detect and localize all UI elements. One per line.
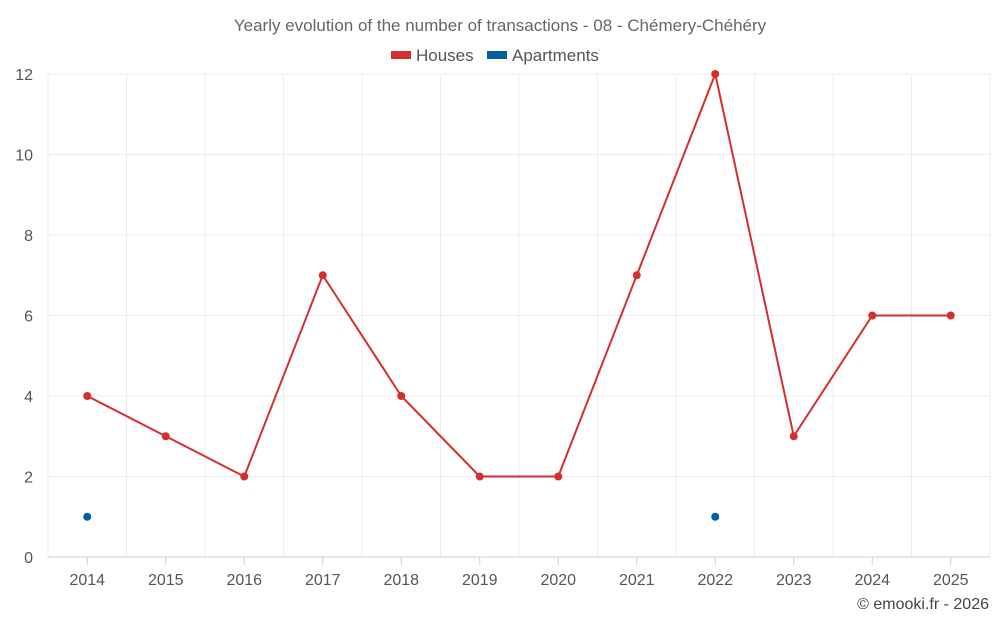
x-tick-label: 2023	[776, 572, 812, 589]
point-apartments-2014[interactable]	[83, 512, 92, 521]
point-houses-2015[interactable]	[161, 432, 170, 441]
point-houses-2020[interactable]	[554, 472, 563, 481]
y-tick-label: 2	[24, 470, 33, 487]
point-houses-2025[interactable]	[946, 311, 955, 320]
point-houses-2017[interactable]	[318, 271, 327, 280]
y-tick-label: 8	[24, 228, 33, 245]
x-axis-ticks: 2014 2015 2016 2017 2018 2019 2020 2021 2022 2023…	[69, 557, 969, 589]
legend-label-houses[interactable]: Houses	[416, 46, 474, 65]
point-houses-2014[interactable]	[83, 392, 92, 400]
credit-text: © emooki.fr - 2026	[857, 596, 989, 613]
point-houses-2018[interactable]	[397, 392, 406, 400]
x-tick-label: 2025	[933, 572, 969, 589]
x-tick-label: 2024	[854, 572, 890, 589]
series	[83, 70, 955, 521]
x-tick-label: 2019	[462, 572, 498, 589]
legend[interactable]: Houses Apartments	[391, 46, 599, 65]
y-tick-label: 12	[15, 67, 33, 84]
chart-title: Yearly evolution of the number of transa…	[234, 16, 767, 35]
y-tick-label: 4	[24, 389, 33, 406]
point-apartments-2022[interactable]	[711, 512, 720, 521]
legend-label-apartments[interactable]: Apartments	[512, 46, 599, 65]
x-tick-label: 2022	[697, 572, 733, 589]
x-tick-label: 2014	[69, 572, 105, 589]
x-tick-label: 2018	[383, 572, 419, 589]
y-tick-label: 0	[24, 550, 33, 567]
point-houses-2024[interactable]	[868, 311, 877, 320]
x-tick-label: 2016	[226, 572, 262, 589]
point-houses-2021[interactable]	[632, 271, 641, 280]
x-tick-label: 2020	[540, 572, 576, 589]
x-tick-label: 2021	[619, 572, 655, 589]
legend-swatch-apartments[interactable]	[487, 51, 507, 59]
point-houses-2023[interactable]	[789, 432, 798, 441]
y-tick-label: 10	[15, 148, 33, 165]
x-tick-label: 2015	[148, 572, 184, 589]
point-houses-2019[interactable]	[475, 472, 484, 481]
grid	[47, 73, 991, 557]
point-houses-2022[interactable]	[711, 70, 720, 78]
x-tick-label: 2017	[305, 572, 341, 589]
y-axis-ticks: 0 2 4 6 8 10 12	[15, 67, 33, 567]
point-houses-2016[interactable]	[240, 472, 249, 481]
legend-swatch-houses[interactable]	[391, 51, 411, 59]
y-tick-label: 6	[24, 309, 33, 326]
series-line-houses[interactable]	[86, 70, 951, 478]
